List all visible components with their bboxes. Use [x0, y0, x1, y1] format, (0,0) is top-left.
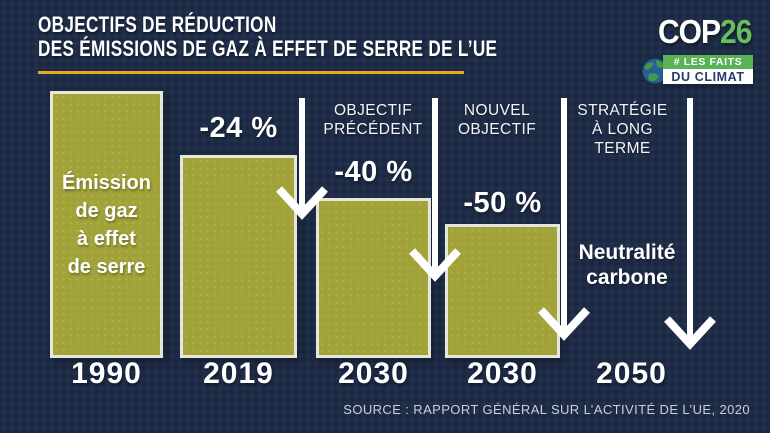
header-line: OBJECTIF — [457, 121, 537, 138]
cop-number: 26 — [720, 14, 752, 51]
delta-2019: -24 % — [199, 112, 278, 144]
badge-les-faits: # LES FAITS — [663, 55, 753, 69]
bar-label-line: de gaz — [75, 199, 138, 222]
year-label-2019: 2019 — [203, 357, 274, 390]
year-label-2030-new: 2030 — [467, 357, 538, 390]
title-underline — [38, 71, 464, 74]
header-line: STRATÉGIE — [577, 102, 668, 119]
bar-2019 — [180, 155, 297, 358]
title-line-2: DES ÉMISSIONS DE GAZ À EFFET DE SERRE DE… — [38, 36, 498, 61]
earth-globe-icon — [641, 57, 669, 85]
header-strategie-long-terme: STRATÉGIE À LONG TERME — [570, 101, 675, 158]
bar-label-line: Émission — [62, 171, 151, 194]
bar-label-line: de serre — [67, 255, 146, 278]
year-label-2030-prev: 2030 — [338, 357, 409, 390]
year-label-1990: 1990 — [71, 357, 142, 390]
header-line: OBJECTIF — [333, 102, 413, 119]
delta-2030-new: -50 % — [463, 187, 542, 219]
cop26-logo: COP26 — [658, 14, 752, 52]
bar-label-line: à effet — [77, 227, 136, 250]
source-caption: SOURCE : RAPPORT GÉNÉRAL SUR L’ACTIVITÉ … — [343, 402, 750, 417]
year-label-2050: 2050 — [596, 357, 667, 390]
title-line-1: OBJECTIFS DE RÉDUCTION — [38, 12, 277, 37]
bar-2030-new — [445, 224, 560, 358]
bar-1990: Émission de gaz à effet de serre — [50, 91, 163, 358]
header-objectif-precedent: OBJECTIF PRÉCÉDENT — [308, 101, 438, 139]
goal-neutralite-carbone: Neutralité carbone — [568, 240, 686, 290]
page-title: OBJECTIFS DE RÉDUCTION DES ÉMISSIONS DE … — [38, 13, 497, 61]
badge-du-climat: DU CLIMAT — [663, 69, 753, 84]
cop-text: COP — [658, 14, 721, 51]
climate-facts-badge: # LES FAITS DU CLIMAT — [663, 55, 753, 84]
goal-line: Neutralité — [578, 241, 676, 264]
header-line: NOUVEL — [463, 102, 531, 119]
header-line: TERME — [594, 140, 651, 157]
bar-2030-prev — [316, 198, 431, 358]
delta-2030-prev: -40 % — [334, 156, 413, 188]
header-nouvel-objectif: NOUVEL OBJECTIF — [432, 101, 562, 139]
header-line: À LONG — [592, 121, 653, 138]
bar-1990-label: Émission de gaz à effet de serre — [62, 169, 151, 281]
header-line: PRÉCÉDENT — [323, 121, 423, 138]
goal-line: carbone — [586, 266, 668, 289]
